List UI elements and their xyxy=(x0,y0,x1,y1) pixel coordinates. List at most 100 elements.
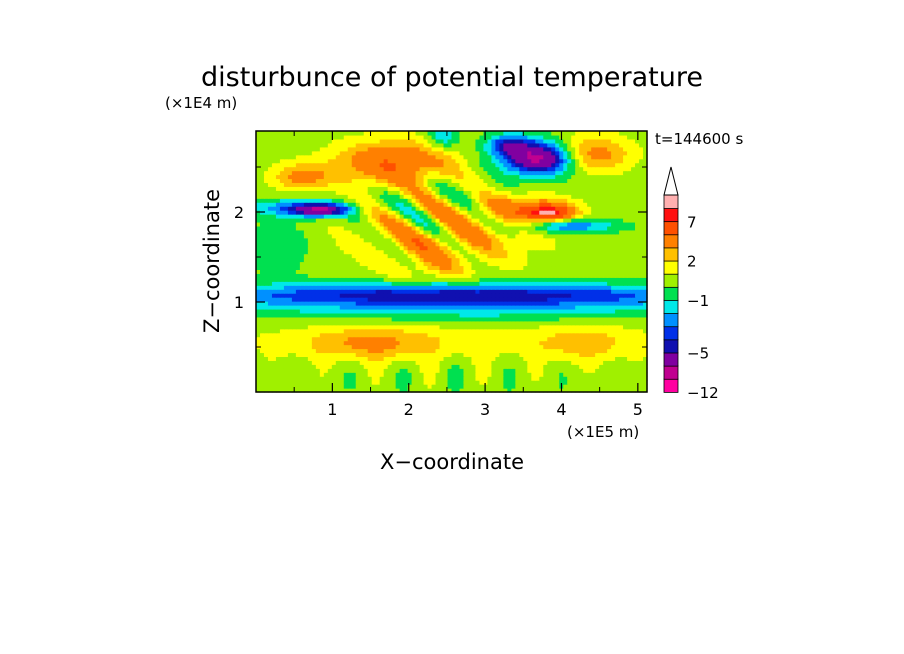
field-cell xyxy=(499,281,504,286)
field-cell xyxy=(519,273,524,278)
field-cell xyxy=(527,229,532,235)
field-cell xyxy=(475,237,481,243)
field-cell xyxy=(331,237,337,243)
field-cell xyxy=(399,225,405,231)
field-cell xyxy=(363,360,369,365)
field-cell xyxy=(267,273,273,278)
field-cell xyxy=(595,229,600,235)
field-cell xyxy=(279,277,285,282)
field-cell xyxy=(403,214,409,219)
field-cell xyxy=(559,214,564,219)
field-cell xyxy=(359,340,365,346)
field-cell xyxy=(411,229,417,235)
field-cell xyxy=(435,301,441,306)
field-cell xyxy=(631,324,636,330)
field-cell xyxy=(379,301,385,306)
field-cell xyxy=(539,241,544,247)
field-cell xyxy=(591,352,596,357)
field-cell xyxy=(383,348,389,354)
field-cell xyxy=(339,214,345,219)
field-cell xyxy=(563,360,568,365)
field-cell xyxy=(539,249,544,255)
field-cell xyxy=(591,308,596,314)
field-cell xyxy=(515,352,520,357)
field-cell xyxy=(571,293,576,298)
field-cell xyxy=(275,297,281,302)
field-cell xyxy=(523,277,528,282)
field-cell xyxy=(627,344,632,350)
field-cell xyxy=(403,277,409,282)
field-cell xyxy=(256,273,261,278)
field-cell xyxy=(403,368,409,373)
field-cell xyxy=(363,320,369,326)
field-cell xyxy=(571,221,576,227)
field-cell xyxy=(427,372,433,377)
field-cell xyxy=(423,218,429,223)
field-cell xyxy=(275,332,281,338)
field-cell xyxy=(475,202,481,207)
field-cell xyxy=(275,225,281,231)
field-cell xyxy=(291,297,297,302)
field-cell xyxy=(627,202,632,207)
field-cell xyxy=(303,194,309,199)
field-cell xyxy=(275,277,281,282)
field-cell xyxy=(571,233,576,239)
field-cell xyxy=(415,293,421,298)
field-cell xyxy=(587,336,592,342)
field-cell xyxy=(355,364,361,369)
field-cell xyxy=(499,368,504,373)
field-cell xyxy=(539,332,544,338)
field-cell xyxy=(363,340,369,346)
field-cell xyxy=(435,210,441,215)
field-cell xyxy=(295,202,301,207)
field-cell xyxy=(375,297,381,302)
field-cell xyxy=(459,376,465,381)
field-cell xyxy=(635,348,640,354)
field-cell xyxy=(631,261,636,267)
field-cell xyxy=(487,328,492,334)
field-cell xyxy=(323,380,329,385)
field-cell xyxy=(256,214,261,219)
field-cell xyxy=(471,198,477,203)
field-cell xyxy=(631,257,636,263)
field-cell xyxy=(299,229,305,235)
field-cell xyxy=(271,198,277,203)
field-cell xyxy=(643,237,648,243)
field-cell xyxy=(543,324,548,330)
field-cell xyxy=(271,372,277,377)
field-cell xyxy=(643,225,648,231)
field-cell xyxy=(583,253,588,259)
field-cell xyxy=(523,194,528,199)
field-cell xyxy=(343,257,349,263)
field-cell xyxy=(391,273,397,278)
field-cell xyxy=(299,336,305,342)
field-cell xyxy=(507,344,512,350)
field-cell xyxy=(287,301,293,306)
field-cell xyxy=(571,388,576,393)
field-cell xyxy=(275,206,281,211)
field-cell xyxy=(575,368,580,373)
field-cell xyxy=(643,194,648,199)
field-cell xyxy=(571,190,576,195)
field-cell xyxy=(315,261,321,267)
field-cell xyxy=(603,269,608,274)
field-cell xyxy=(559,245,564,251)
field-cell xyxy=(259,312,265,318)
field-cell xyxy=(491,249,496,255)
field-cell xyxy=(283,297,289,302)
field-cell xyxy=(539,344,544,350)
field-cell xyxy=(527,210,532,215)
field-cell xyxy=(335,384,341,389)
field-cell xyxy=(415,265,421,270)
field-cell xyxy=(631,229,636,235)
field-cell xyxy=(347,221,353,227)
field-cell xyxy=(587,340,592,346)
field-cell xyxy=(331,261,337,267)
field-cell xyxy=(351,297,357,302)
field-cell xyxy=(607,245,612,251)
field-cell xyxy=(527,384,532,389)
field-cell xyxy=(431,372,437,377)
field-cell xyxy=(399,368,405,373)
field-cell xyxy=(515,344,520,350)
field-cell xyxy=(475,352,481,357)
